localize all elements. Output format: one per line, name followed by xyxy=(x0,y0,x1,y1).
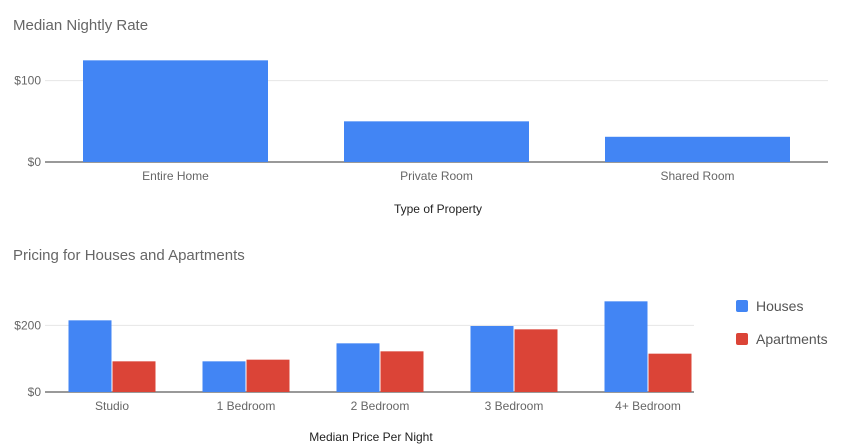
x-tick-label: 1 Bedroom xyxy=(217,399,276,413)
x-tick-label: 4+ Bedroom xyxy=(615,399,681,413)
y-tick-label: $0 xyxy=(28,385,42,399)
x-tick-label: Entire Home xyxy=(142,169,209,183)
bars xyxy=(83,60,790,163)
x-tick-label: Private Room xyxy=(400,169,473,183)
legend-label: Houses xyxy=(756,298,803,314)
bar-value-0 xyxy=(83,60,268,163)
x-axis-title: Type of Property xyxy=(394,202,482,216)
legend-swatch xyxy=(736,333,748,345)
chart-title: Median Nightly Rate xyxy=(13,17,148,34)
y-tick-label: $100 xyxy=(14,74,41,88)
x-tick-labels: Studio 1 Bedroom 2 Bedroom 3 Bedroom 4+ Bedr… xyxy=(95,399,681,413)
bar-value-1 xyxy=(344,121,529,162)
x-axis-title: Median Price Per Night xyxy=(309,430,433,444)
bar-houses-3 xyxy=(470,326,514,392)
chart-title: Pricing for Houses and Apartments xyxy=(13,247,245,264)
y-tick-label: $0 xyxy=(28,155,42,169)
bar-houses-0 xyxy=(68,320,112,392)
x-tick-label: 3 Bedroom xyxy=(485,399,544,413)
x-tick-label: Shared Room xyxy=(660,169,734,183)
y-tick-labels: $0 $100 xyxy=(14,74,41,169)
legend-swatch xyxy=(736,300,748,312)
y-tick-labels: $0 $200 xyxy=(14,318,41,399)
legend-label: Apartments xyxy=(756,331,828,347)
bar-apartments-4 xyxy=(648,353,692,392)
bars xyxy=(68,301,692,392)
x-tick-label: Studio xyxy=(95,399,129,413)
y-tick-label: $200 xyxy=(14,318,41,332)
bar-houses-1 xyxy=(202,361,246,392)
bar-apartments-3 xyxy=(514,329,558,392)
bar-apartments-0 xyxy=(112,361,156,392)
x-tick-label: 2 Bedroom xyxy=(351,399,410,413)
bar-apartments-2 xyxy=(380,351,424,392)
bar-value-2 xyxy=(605,136,790,162)
median-nightly-rate-chart: Median Nightly Rate $0 $100 Entire Home Pr… xyxy=(13,17,828,216)
bar-apartments-1 xyxy=(246,359,290,392)
house-apartment-pricing-chart: Pricing for Houses and Apartments $0 $200… xyxy=(13,247,828,444)
bar-houses-2 xyxy=(336,343,380,392)
bar-houses-4 xyxy=(604,301,648,392)
legend: Houses Apartments xyxy=(736,298,828,347)
x-tick-labels: Entire Home Private Room Shared Room xyxy=(142,169,734,183)
